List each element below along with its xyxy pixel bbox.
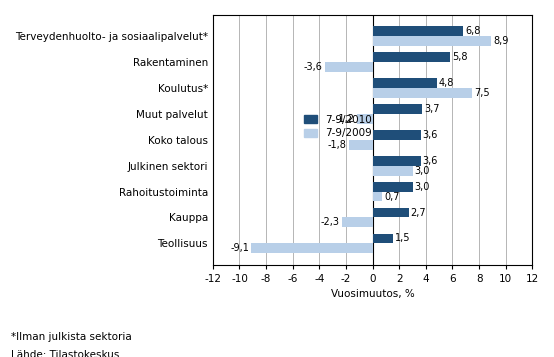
Text: -3,6: -3,6 <box>304 62 322 72</box>
Bar <box>373 208 408 217</box>
X-axis label: Vuosimuutos, %: Vuosimuutos, % <box>331 289 414 299</box>
Bar <box>373 156 420 166</box>
Text: 3,6: 3,6 <box>423 156 438 166</box>
Text: 3,7: 3,7 <box>424 104 439 114</box>
Text: 3,0: 3,0 <box>414 166 430 176</box>
Bar <box>373 130 420 140</box>
Bar <box>357 114 373 124</box>
Text: 4,8: 4,8 <box>439 78 454 88</box>
Bar <box>342 217 373 227</box>
Bar <box>373 104 422 114</box>
Bar <box>373 166 413 176</box>
Text: Lähde: Tilastokeskus: Lähde: Tilastokeskus <box>11 350 120 357</box>
Text: *Ilman julkista sektoria: *Ilman julkista sektoria <box>11 332 132 342</box>
Bar <box>373 192 382 201</box>
Text: 2,7: 2,7 <box>411 207 426 217</box>
Text: 3,0: 3,0 <box>414 182 430 192</box>
Text: 1,5: 1,5 <box>394 233 410 243</box>
Text: 6,8: 6,8 <box>465 26 480 36</box>
Bar <box>373 233 393 243</box>
Bar <box>373 78 437 88</box>
Text: 8,9: 8,9 <box>493 36 509 46</box>
Bar <box>348 140 373 150</box>
Bar <box>373 52 450 62</box>
Text: -9,1: -9,1 <box>230 243 249 253</box>
Bar <box>373 182 413 192</box>
Text: 0,7: 0,7 <box>384 191 399 201</box>
Text: -1,2: -1,2 <box>336 114 355 124</box>
Bar <box>373 36 491 46</box>
Bar <box>325 62 373 72</box>
Text: -2,3: -2,3 <box>321 217 340 227</box>
Bar <box>252 243 373 253</box>
Text: 3,6: 3,6 <box>423 130 438 140</box>
Bar <box>373 26 463 36</box>
Text: -1,8: -1,8 <box>328 140 347 150</box>
Legend: 7-9/2010, 7-9/2009: 7-9/2010, 7-9/2009 <box>304 115 372 138</box>
Text: 7,5: 7,5 <box>474 88 490 98</box>
Bar <box>373 88 473 98</box>
Text: 5,8: 5,8 <box>452 52 468 62</box>
